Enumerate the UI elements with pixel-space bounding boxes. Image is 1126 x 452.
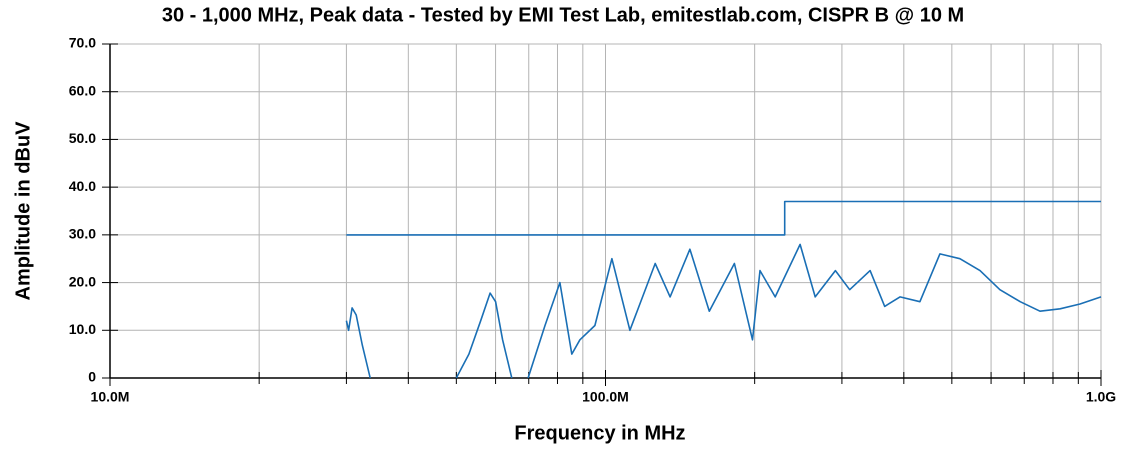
data-line [345,243,1102,379]
y-tick-label: 60.0 [69,82,96,98]
y-axis-label: Amplitude in dBuV [12,121,34,301]
x-tick-label: 100.0M [582,389,629,405]
data-line [346,200,1101,236]
y-tick-label: 0 [88,369,96,385]
y-tick-label: 30.0 [69,226,96,242]
y-tick-label: 20.0 [69,273,96,289]
y-tick-label: 40.0 [69,178,96,194]
x-tick-label: 1.0G [1086,389,1116,405]
x-axis-label: Frequency in MHz [514,422,685,444]
x-tick-label: 10.0M [91,389,130,405]
y-tick-label: 50.0 [69,130,96,146]
y-tick-label: 10.0 [69,321,96,337]
y-tick-label: 70.0 [69,35,96,51]
chart-title: 30 - 1,000 MHz, Peak data - Tested by EM… [162,4,964,26]
